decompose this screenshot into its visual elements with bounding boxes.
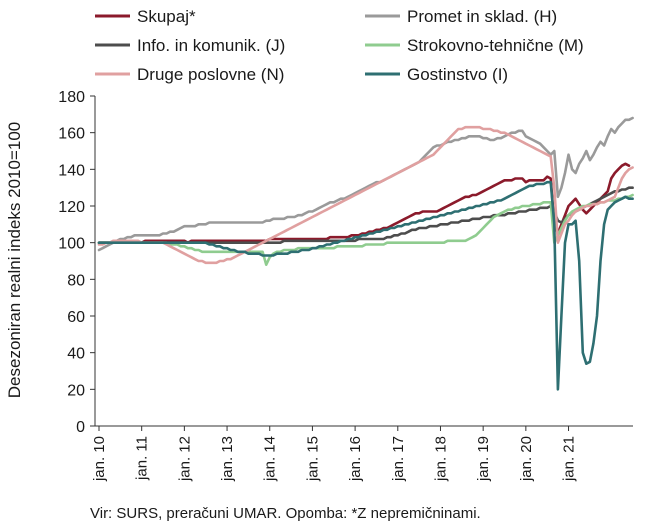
- y-tick-label: 60: [67, 309, 85, 326]
- x-tick-label: jan. 16: [347, 436, 364, 482]
- x-tick-label: jan. 18: [432, 436, 449, 482]
- series-line-2: [97, 116, 634, 252]
- legend: Skupaj* Promet in sklad. (H) Info. in komu…: [95, 7, 584, 84]
- series-line-4: [97, 193, 634, 267]
- x-tick-label: jan. 10: [91, 436, 108, 482]
- series-line-5: [97, 125, 634, 265]
- x-tick-label: jan. 14: [262, 436, 279, 482]
- legend-label: Info. in komunik. (J): [137, 36, 285, 55]
- y-tick-label: 100: [58, 236, 85, 253]
- x-tick-label: jan. 17: [390, 436, 407, 482]
- legend-label: Druge poslovne (N): [137, 65, 284, 84]
- series-line-6: [97, 180, 634, 391]
- y-tick-label: 80: [67, 272, 85, 289]
- axes: 0 20 40 60 80 100 120 140 160 180 jan. 10 jan. 11 ja…: [58, 89, 633, 482]
- x-tick-label: jan. 19: [475, 436, 492, 482]
- y-tick-label: 0: [76, 419, 85, 436]
- x-tick-label: jan. 11: [134, 436, 151, 481]
- legend-label: Strokovno-tehnične (M): [407, 36, 584, 55]
- legend-label: Promet in sklad. (H): [407, 7, 557, 26]
- x-tick-label: jan. 13: [219, 436, 236, 482]
- y-tick-label: 140: [58, 162, 85, 179]
- x-tick-label: jan. 20: [518, 436, 535, 482]
- y-tick-label: 180: [58, 89, 85, 106]
- y-axis-title: Desezoniran realni indeks 2010=100: [5, 122, 24, 398]
- legend-label: Skupaj*: [137, 7, 196, 26]
- y-tick-label: 120: [58, 199, 85, 216]
- x-tick-label: jan. 12: [176, 436, 193, 482]
- source-footnote: Vir: SURS, preračuni UMAR. Opomba: *Z ne…: [90, 505, 481, 522]
- x-tick-label: jan. 15: [304, 436, 321, 482]
- y-tick-label: 160: [58, 126, 85, 143]
- legend-label: Gostinstvo (I): [407, 65, 508, 84]
- y-tick-label: 40: [67, 346, 85, 363]
- y-tick-label: 20: [67, 382, 85, 399]
- plot-area: [97, 116, 634, 391]
- x-tick-label: jan. 21: [561, 436, 578, 482]
